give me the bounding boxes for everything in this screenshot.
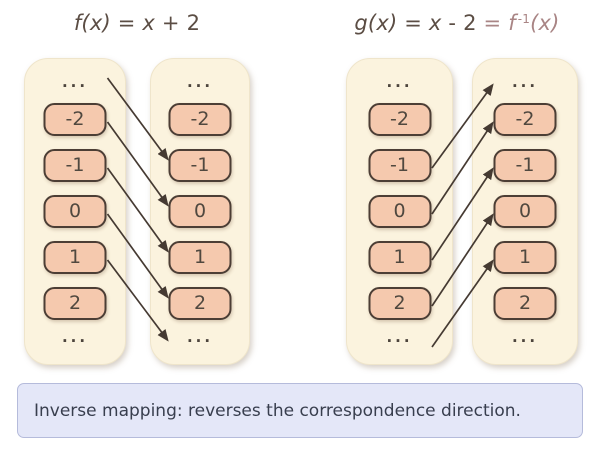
caption-text: Inverse mapping: reverses the correspond… bbox=[34, 400, 521, 421]
value-pill: -2 bbox=[43, 102, 107, 136]
value-pill: -1 bbox=[368, 148, 431, 182]
inverse-function-title: g(x) = x - 2 = f -1(x) bbox=[330, 11, 584, 35]
title-segment: f(x) bbox=[73, 11, 111, 35]
ellipsis-label: ... bbox=[386, 328, 413, 346]
title-segment: -1 bbox=[517, 12, 531, 26]
title-segment: = bbox=[110, 11, 143, 35]
value-pill: 1 bbox=[493, 240, 557, 274]
value-pill: 2 bbox=[43, 286, 107, 320]
ellipsis-label: ... bbox=[61, 73, 89, 91]
inverse-codomain-column: ... -2 -1 0 1 2... bbox=[472, 58, 578, 365]
value-pill: -1 bbox=[43, 148, 107, 182]
ellipsis-label: ... bbox=[186, 328, 214, 346]
value-pill: -2 bbox=[493, 102, 557, 136]
value-pill: 1 bbox=[368, 240, 431, 274]
value-pill: 1 bbox=[168, 240, 232, 274]
value-pill: 1 bbox=[43, 240, 107, 274]
forward-domain-column: ... -2 -1 0 1 2... bbox=[24, 58, 126, 365]
value-pill: 2 bbox=[168, 286, 232, 320]
value-pill: 2 bbox=[368, 286, 431, 320]
value-pill: 0 bbox=[368, 194, 431, 228]
value-pill: -1 bbox=[168, 148, 232, 182]
value-pill: 0 bbox=[168, 194, 232, 228]
title-segment: x bbox=[142, 11, 156, 35]
ellipsis-label: ... bbox=[511, 73, 539, 91]
inverse-domain-column: ... -2 -1 0 1 2... bbox=[346, 58, 453, 365]
value-pill: -1 bbox=[493, 148, 557, 182]
ellipsis-label: ... bbox=[186, 73, 214, 91]
title-segment: = bbox=[483, 11, 509, 35]
value-pill: -2 bbox=[368, 102, 431, 136]
forward-codomain-column: ... -2 -1 0 1 2... bbox=[150, 58, 250, 365]
value-pill: 2 bbox=[493, 286, 557, 320]
value-pill: 0 bbox=[43, 194, 107, 228]
caption-box: Inverse mapping: reverses the correspond… bbox=[17, 383, 583, 438]
title-segment: g(x) bbox=[354, 11, 398, 35]
value-pill: -2 bbox=[168, 102, 232, 136]
ellipsis-label: ... bbox=[511, 328, 539, 346]
value-pill: 0 bbox=[493, 194, 557, 228]
title-segment: + 2 bbox=[155, 11, 201, 35]
forward-function-title: f(x) = x + 2 bbox=[24, 11, 250, 35]
ellipsis-label: ... bbox=[386, 73, 413, 91]
title-segment: = bbox=[397, 11, 429, 35]
ellipsis-label: ... bbox=[61, 328, 89, 346]
title-segment: - 2 bbox=[441, 11, 484, 35]
title-segment: x bbox=[428, 11, 442, 35]
title-segment: f bbox=[508, 11, 516, 35]
title-segment: (x) bbox=[530, 11, 560, 35]
